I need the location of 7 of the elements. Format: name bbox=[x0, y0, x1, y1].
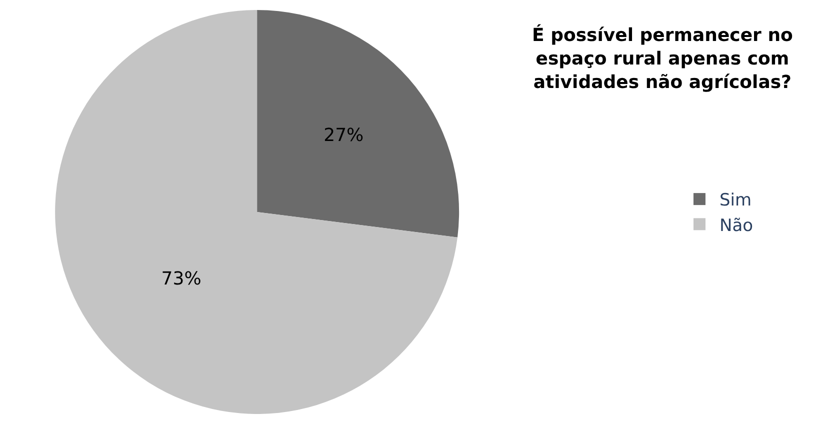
legend-label: Sim bbox=[719, 190, 752, 211]
data-label: 27% bbox=[324, 125, 364, 146]
pie-slice bbox=[55, 10, 458, 414]
text: É possível permanecer no espaço rural apenas com atividades não agrícolas? bbox=[532, 24, 793, 93]
legend-label: Não bbox=[719, 216, 754, 236]
pie-slice bbox=[257, 10, 460, 238]
data-label: 73% bbox=[161, 268, 202, 290]
